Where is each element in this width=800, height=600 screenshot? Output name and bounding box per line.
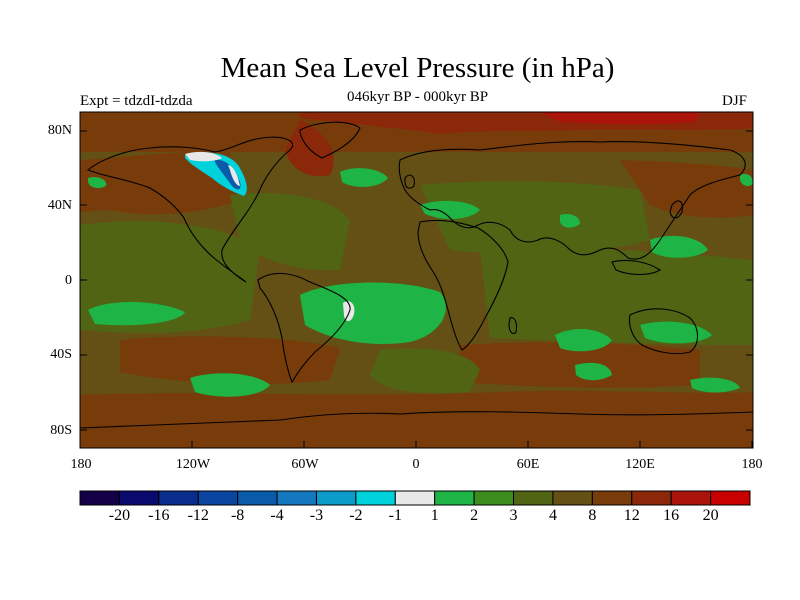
colorbar-box	[315, 490, 357, 506]
field-laurentide-white	[185, 151, 222, 162]
colorbar-box	[631, 490, 672, 506]
colorbar-label: -4	[270, 507, 284, 524]
colorbar-box	[552, 490, 593, 506]
coast-north-america	[86, 136, 293, 283]
field-asia-green	[560, 214, 580, 228]
map-title: Mean Sea Level Pressure (in hPa)	[220, 52, 615, 84]
field-aus-green	[640, 321, 712, 344]
field-east-edge-green	[740, 174, 753, 187]
colorbar-label: 4	[548, 507, 557, 524]
field-atlantic-green-north	[340, 168, 388, 187]
field-antarctic-green	[690, 377, 740, 393]
colorbar-label: -16	[148, 507, 170, 524]
colorbar-box	[118, 490, 160, 506]
colorbar-label: -12	[187, 507, 209, 524]
colorbar-box	[237, 490, 278, 506]
season-label: DJF	[722, 93, 748, 109]
coast-africa	[417, 219, 509, 351]
coast-australia	[628, 308, 699, 355]
colorbar-label: 1	[430, 507, 439, 524]
field-laurentide-white-2	[228, 165, 240, 186]
experiment-label: Expt = tdzdI-tdzda	[80, 93, 193, 109]
colorbar-label: -3	[309, 507, 324, 524]
field-indian-olive	[480, 248, 753, 345]
lon-label-180w: 180	[70, 457, 92, 472]
colorbar-box	[79, 490, 120, 506]
axis-ticks	[79, 130, 753, 448]
coastlines	[79, 121, 754, 429]
coast-south-america	[257, 272, 351, 384]
coast-madagascar	[508, 317, 518, 335]
coast-japan	[669, 200, 683, 219]
colorbar-box	[434, 490, 475, 506]
coast-europe-asia	[398, 141, 746, 260]
field-atlantic-olive	[230, 193, 350, 271]
lon-label-120w: 120W	[175, 457, 211, 472]
map-subtitle: 046kyr BP - 000kyr BP	[346, 89, 489, 105]
coast-antarctica	[79, 411, 754, 429]
colorbar-box	[670, 490, 712, 506]
colorbar-box	[710, 490, 751, 506]
field-white-spot	[343, 301, 355, 322]
colorbar-box	[473, 490, 515, 506]
field-indian-green	[555, 328, 612, 352]
field-south-atlantic-green	[300, 282, 446, 345]
field-southern-green	[575, 362, 612, 381]
field-north-pacific-warm-2	[620, 160, 753, 218]
colorbar-label: 2	[470, 507, 479, 524]
field-southern-olive	[370, 348, 480, 394]
colorbar-label: 8	[588, 507, 597, 524]
colorbar-label: 12	[623, 507, 640, 524]
colorbar-box	[276, 490, 317, 506]
colorbar-box	[158, 490, 199, 506]
colorbar-label: -20	[108, 507, 131, 524]
lon-label-60e: 60E	[516, 457, 540, 472]
colorbar	[79, 490, 751, 506]
lon-label-180e: 180	[741, 457, 763, 472]
lon-label-0: 0	[412, 457, 420, 472]
lat-label-40n: 40N	[47, 198, 72, 213]
coast-uk	[404, 174, 415, 189]
colorbar-box	[513, 490, 554, 506]
field-west-pacific-green	[88, 177, 107, 189]
colorbar-label: -1	[388, 507, 402, 524]
lon-label-60w: 60W	[291, 457, 319, 472]
coast-indonesia	[611, 259, 662, 276]
lat-label-80n: 80N	[47, 123, 72, 138]
colorbar-label: -2	[349, 507, 363, 524]
field-south-pacific-green	[190, 373, 270, 397]
lat-label-80s: 80S	[50, 423, 72, 438]
lat-label-40s: 40S	[50, 347, 72, 362]
field-south-pacific-warm	[120, 336, 340, 385]
colorbar-label: -8	[230, 507, 245, 524]
field-arctic-red-2	[540, 112, 700, 125]
colorbar-label: 3	[509, 507, 518, 524]
colorbar-box	[591, 490, 633, 506]
field-eurasia-olive	[420, 181, 650, 255]
colorbar-box	[197, 490, 239, 506]
field-europe-green	[420, 200, 480, 219]
field-southern-band	[80, 390, 753, 448]
field-laurentide-blue	[215, 159, 241, 190]
lon-label-120e: 120E	[625, 457, 655, 472]
colorbar-label: 16	[663, 507, 680, 524]
coast-greenland	[299, 121, 361, 159]
field-east-pacific-green	[88, 301, 185, 326]
field-pacific-green-2	[650, 235, 708, 258]
colorbar-label: 20	[702, 507, 719, 524]
colorbar-box	[394, 490, 436, 506]
colorbar-box	[355, 490, 396, 506]
lat-label-0: 0	[65, 273, 72, 288]
